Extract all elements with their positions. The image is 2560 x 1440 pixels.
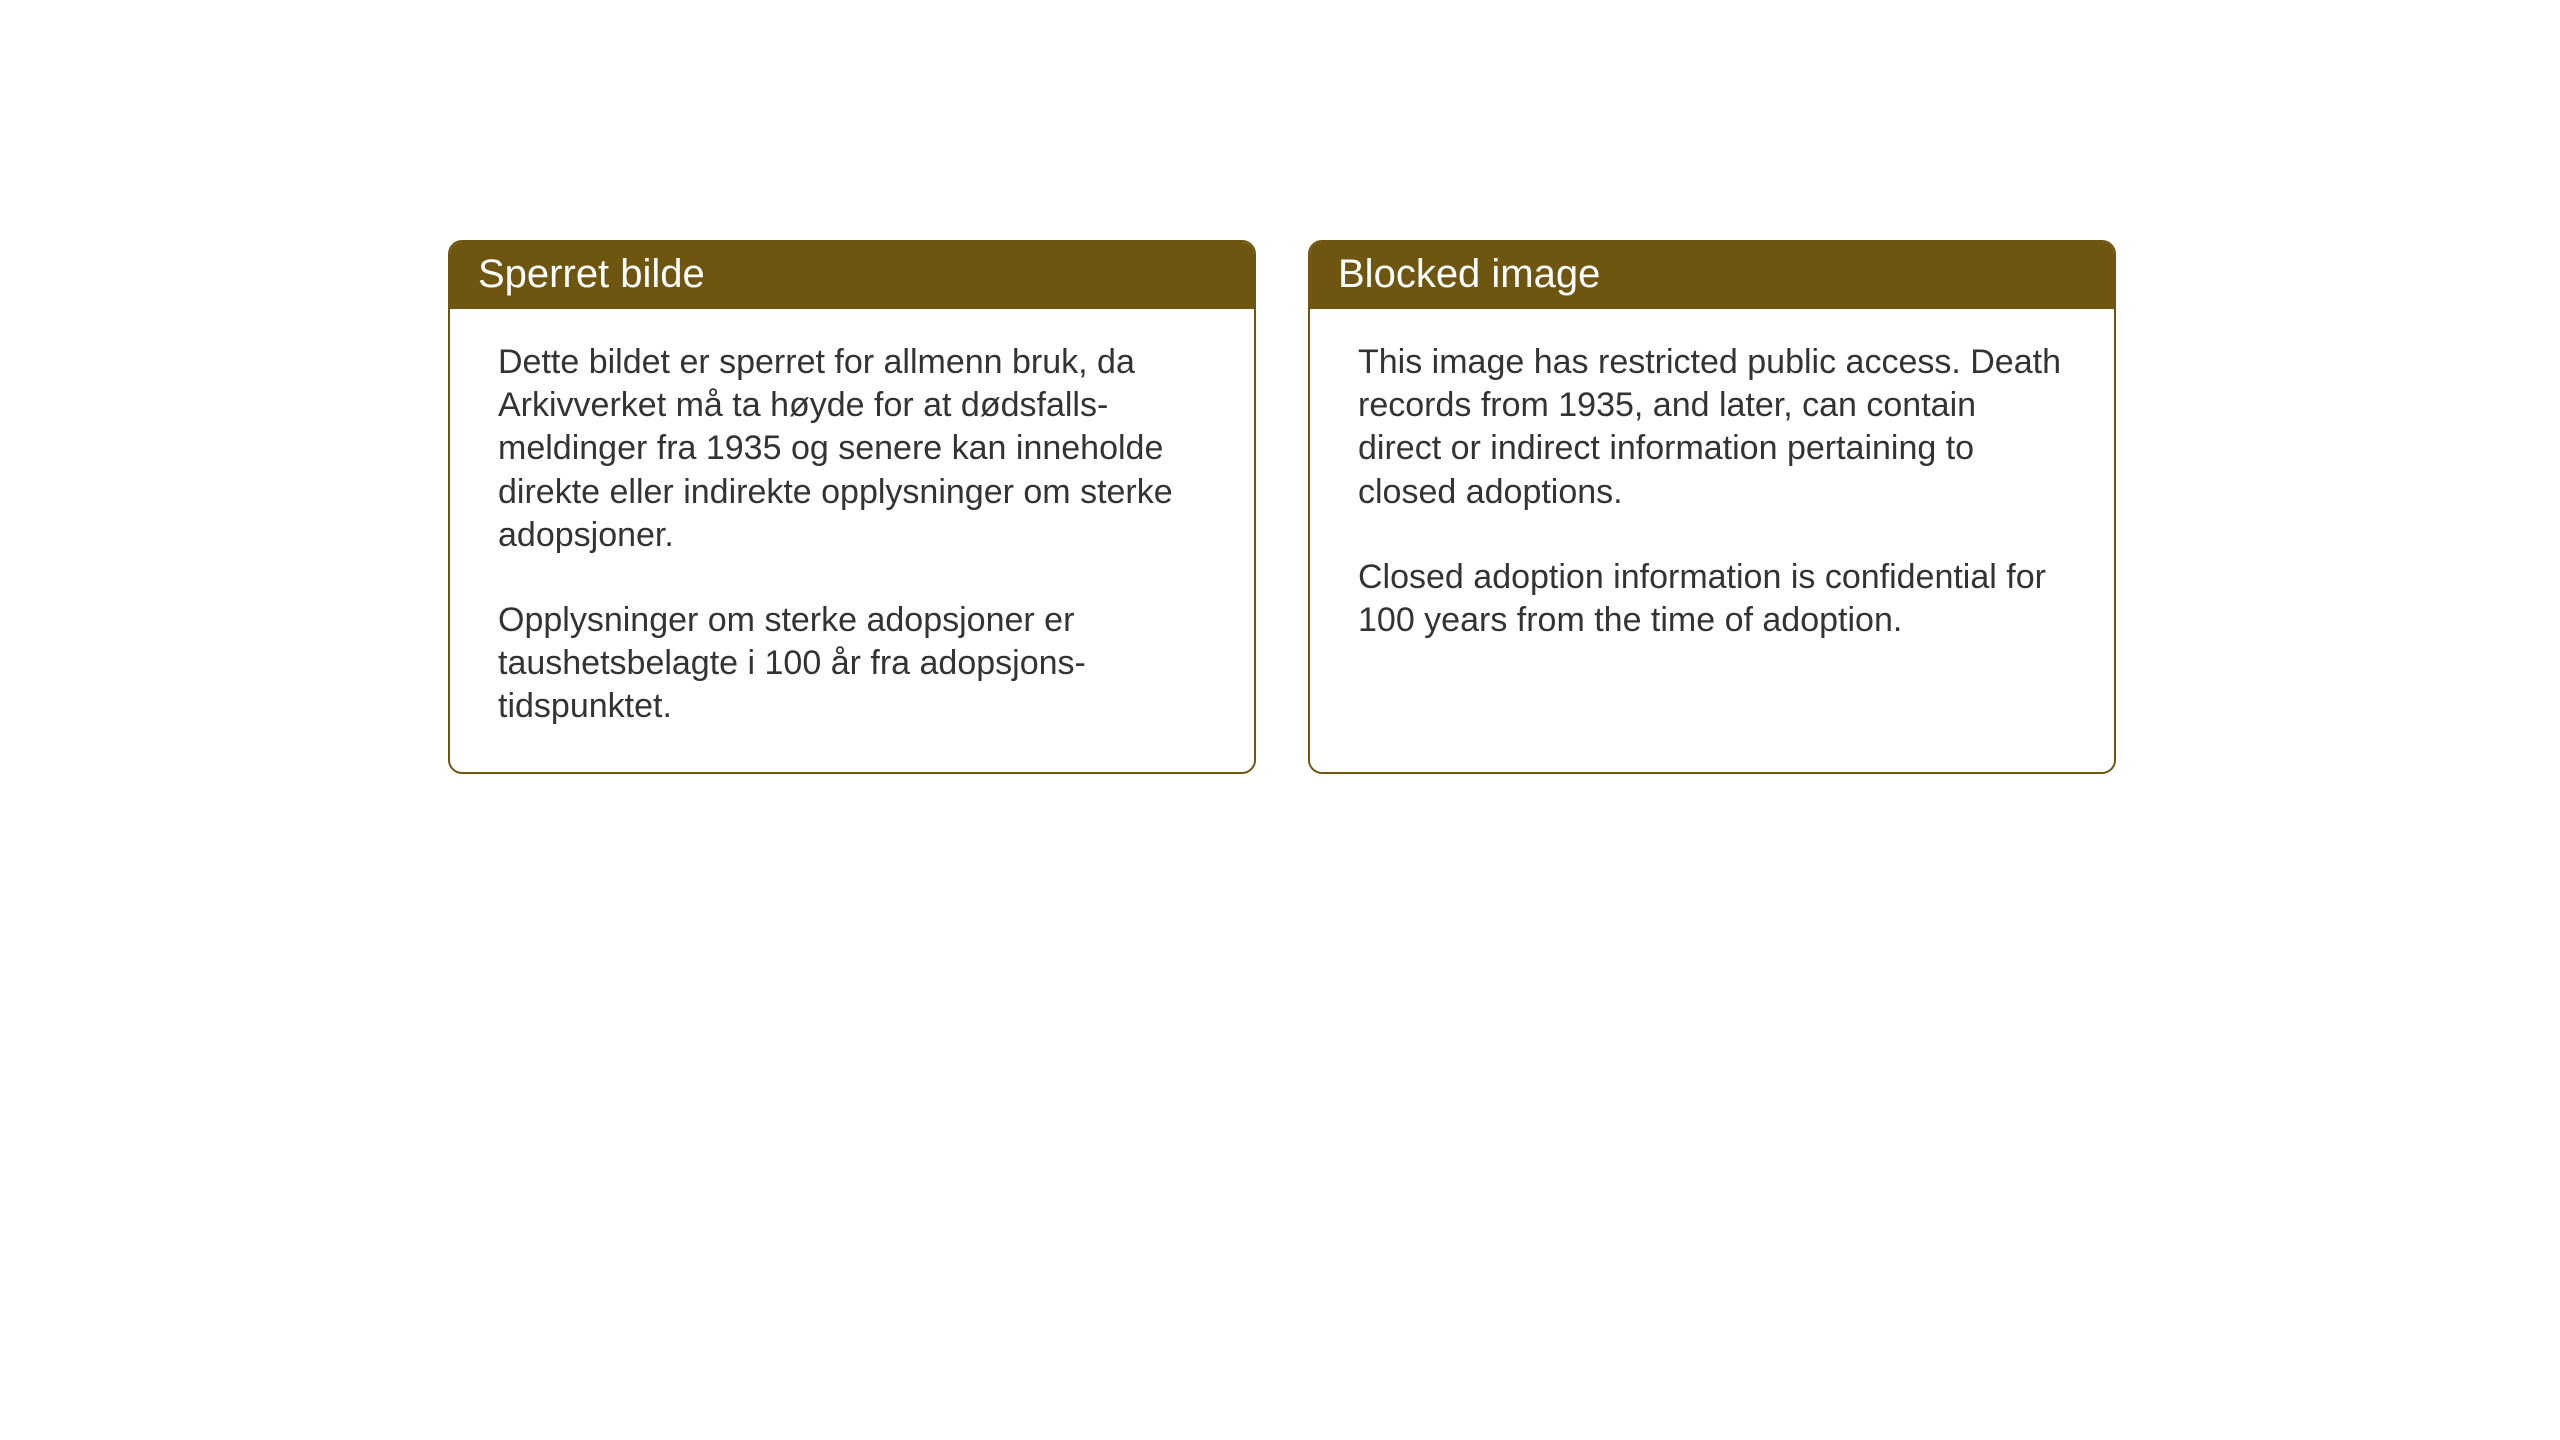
notice-title-english: Blocked image [1310,242,2114,309]
notice-paragraph: This image has restricted public access.… [1358,341,2066,514]
notice-title-norwegian: Sperret bilde [450,242,1254,309]
notice-paragraph: Opplysninger om sterke adopsjoner er tau… [498,599,1206,729]
notice-box-english: Blocked image This image has restricted … [1308,240,2116,774]
notice-container: Sperret bilde Dette bildet er sperret fo… [448,240,2116,774]
notice-box-norwegian: Sperret bilde Dette bildet er sperret fo… [448,240,1256,774]
notice-paragraph: Closed adoption information is confident… [1358,556,2066,642]
notice-body-english: This image has restricted public access.… [1310,309,2114,732]
notice-paragraph: Dette bildet er sperret for allmenn bruk… [498,341,1206,557]
notice-body-norwegian: Dette bildet er sperret for allmenn bruk… [450,309,1254,772]
